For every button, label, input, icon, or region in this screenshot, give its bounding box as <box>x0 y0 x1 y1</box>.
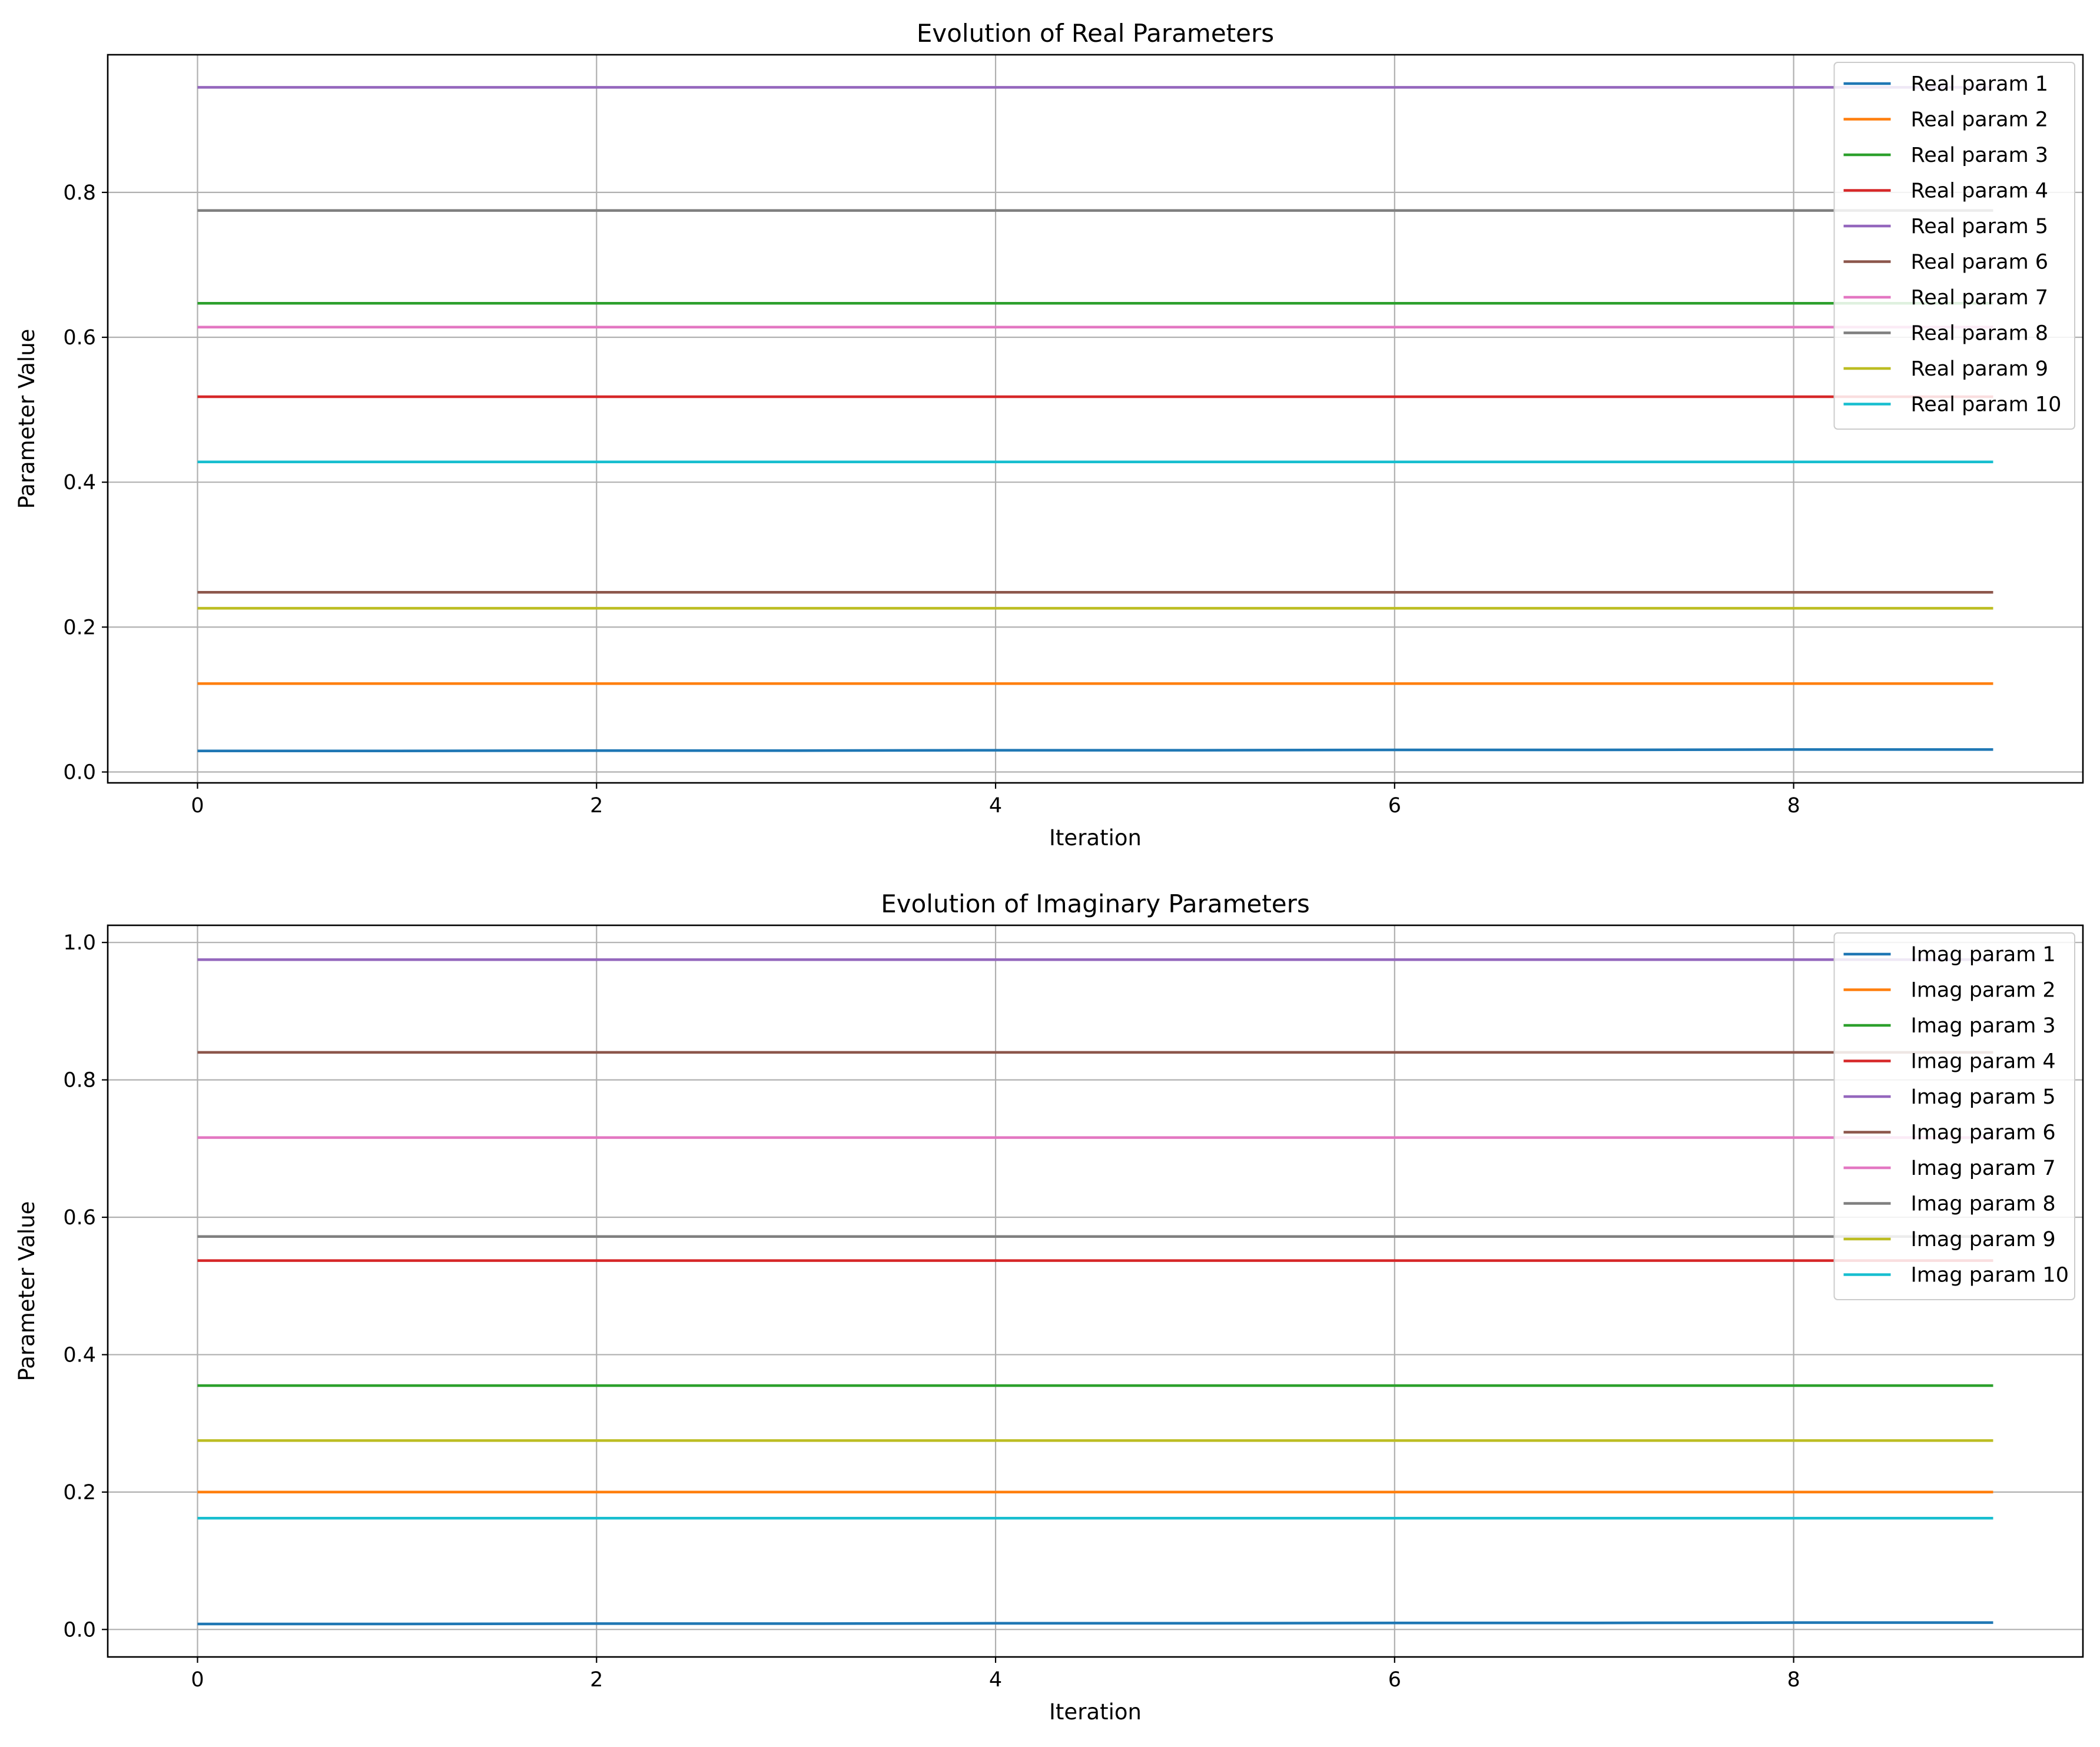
legend-item: Real param 7 <box>1843 286 2049 310</box>
legend: Real param 1 Real param 2 Real param 3 Real… <box>1833 62 2075 430</box>
legend-item: Imag param 10 <box>1843 1264 2069 1287</box>
legend-item: Real param 2 <box>1843 108 2049 132</box>
legend-item: Imag param 6 <box>1843 1121 2056 1145</box>
x-tick-label: 0 <box>191 1668 204 1692</box>
legend-label: Real param 1 <box>1911 72 2049 96</box>
legend-label: Real param 5 <box>1911 215 2049 238</box>
legend-box <box>1833 932 2075 1300</box>
x-axis-label: Iteration <box>1049 1699 1142 1725</box>
y-tick-label: 0.6 <box>63 326 96 350</box>
y-tick-label: 0.4 <box>63 471 96 494</box>
legend-label: Real param 2 <box>1911 108 2049 132</box>
x-tick-label: 6 <box>1388 1668 1401 1692</box>
y-tick-label: 0.8 <box>63 1069 96 1092</box>
x-axis: 0 2 4 6 8 <box>191 783 1800 818</box>
legend-item: Imag param 1 <box>1843 943 2056 967</box>
legend-label: Real param 3 <box>1911 144 2049 167</box>
y-axis-label: Parameter Value <box>14 329 39 509</box>
x-axis-label: Iteration <box>1049 825 1142 851</box>
axes-frame <box>107 54 2084 784</box>
chart-1: 0 2 4 6 8 0.0 0.2 0.4 0.6 0.8 Evolution of Real Pa… <box>14 19 2084 851</box>
charts: 0 2 4 6 8 0.0 0.2 0.4 0.6 0.8 Evolution of Real Pa… <box>14 19 2084 1725</box>
legend-item: Imag param 4 <box>1843 1050 2056 1074</box>
chart-title: Evolution of Real Parameters <box>917 19 1274 48</box>
legend-label: Imag param 3 <box>1911 1014 2056 1038</box>
y-axis-label: Parameter Value <box>14 1201 39 1381</box>
y-tick-label: 0.2 <box>63 1481 96 1504</box>
series-lines <box>197 958 1993 1626</box>
x-tick-label: 0 <box>191 794 204 818</box>
axes-frame <box>107 924 2084 1658</box>
legend-item: Real param 1 <box>1843 72 2049 96</box>
series-line-1 <box>197 748 1993 753</box>
x-tick-label: 2 <box>590 794 603 818</box>
legend-item: Real param 10 <box>1843 393 2062 417</box>
y-axis: 0.0 0.2 0.4 0.6 0.8 <box>63 181 108 785</box>
legend: Imag param 1 Imag param 2 Imag param 3 Imag… <box>1833 932 2075 1300</box>
legend-item: Real param 9 <box>1843 357 2049 381</box>
legend-item: Imag param 7 <box>1843 1157 2056 1180</box>
y-axis: 0.0 0.2 0.4 0.6 0.8 1.0 <box>63 931 108 1642</box>
x-tick-label: 8 <box>1787 1668 1800 1692</box>
y-tick-label: 1.0 <box>63 931 96 955</box>
legend-item: Real param 4 <box>1843 180 2049 203</box>
legend-label: Imag param 10 <box>1911 1264 2069 1287</box>
legend-item: Real param 5 <box>1843 215 2049 238</box>
legend-item: Imag param 2 <box>1843 979 2056 1002</box>
legend-label: Imag param 4 <box>1911 1050 2056 1074</box>
legend-label: Imag param 9 <box>1911 1228 2056 1251</box>
legend-label: Imag param 1 <box>1911 943 2056 967</box>
x-tick-label: 6 <box>1388 794 1401 818</box>
x-tick-label: 8 <box>1787 794 1800 818</box>
y-tick-label: 0.4 <box>63 1343 96 1367</box>
legend-item: Imag param 8 <box>1843 1193 2056 1216</box>
legend-item: Real param 3 <box>1843 144 2049 167</box>
x-tick-label: 4 <box>989 1668 1002 1692</box>
legend-label: Real param 9 <box>1911 357 2049 381</box>
legend-item: Imag param 9 <box>1843 1228 2056 1251</box>
legend-item: Real param 6 <box>1843 251 2049 274</box>
chart-2: 0 2 4 6 8 0.0 0.2 0.4 0.6 0.8 1.0 Evolution of Imag… <box>14 889 2084 1725</box>
legend-label: Real param 7 <box>1911 286 2049 310</box>
series-line-1 <box>197 1621 1993 1626</box>
legend-label: Imag param 5 <box>1911 1085 2056 1109</box>
y-tick-label: 0.0 <box>63 1618 96 1642</box>
legend-label: Imag param 6 <box>1911 1121 2056 1145</box>
y-tick-label: 0.2 <box>63 616 96 639</box>
y-tick-label: 0.0 <box>63 761 96 785</box>
legend-label: Real param 6 <box>1911 251 2049 274</box>
chart-title: Evolution of Imaginary Parameters <box>881 889 1310 918</box>
grid <box>108 55 2083 783</box>
legend-label: Imag param 8 <box>1911 1193 2056 1216</box>
legend-label: Real param 8 <box>1911 322 2049 346</box>
series-lines <box>197 86 1993 753</box>
x-tick-label: 2 <box>590 1668 603 1692</box>
y-tick-label: 0.8 <box>63 181 96 205</box>
x-tick-label: 4 <box>989 794 1002 818</box>
legend-label: Imag param 7 <box>1911 1157 2056 1180</box>
legend-item: Imag param 3 <box>1843 1014 2056 1038</box>
y-tick-label: 0.6 <box>63 1206 96 1230</box>
legend-item: Imag param 5 <box>1843 1085 2056 1109</box>
legend-label: Imag param 2 <box>1911 979 2056 1002</box>
legend-box <box>1833 62 2075 430</box>
legend-item: Real param 8 <box>1843 322 2049 346</box>
x-axis: 0 2 4 6 8 <box>191 1657 1800 1692</box>
legend-label: Real param 4 <box>1911 180 2049 203</box>
legend-label: Real param 10 <box>1911 393 2062 417</box>
